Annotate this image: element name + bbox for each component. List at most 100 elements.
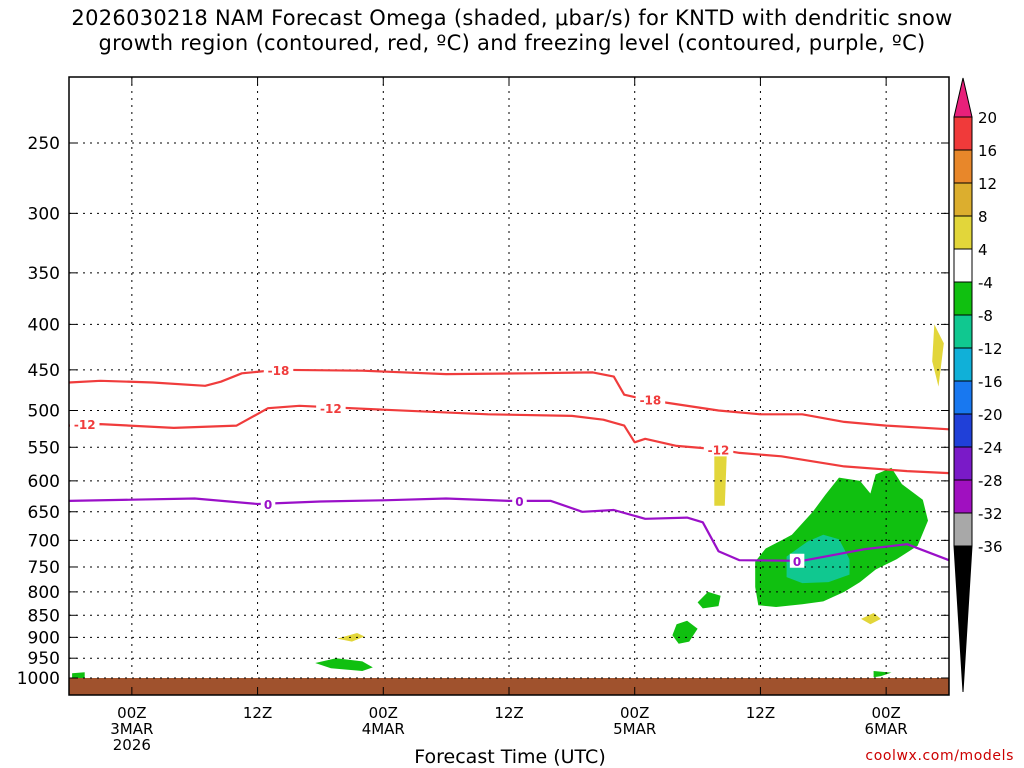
y-tick-label: 650 <box>28 503 60 523</box>
colorbar-swatch <box>953 281 973 316</box>
contour-label-bg <box>69 417 100 432</box>
y-tick-label: 600 <box>28 472 60 492</box>
y-tick-label: 250 <box>28 134 60 154</box>
site-credit: coolwx.com/models <box>865 748 1014 764</box>
chart-title: 2026030218 NAM Forecast Omega (shaded, μ… <box>0 6 1024 56</box>
colorbar-swatch <box>953 479 973 514</box>
colorbar-label: -8 <box>978 307 993 325</box>
omega-region <box>861 613 881 625</box>
contour-label: -12 <box>708 443 730 457</box>
omega-region <box>878 193 949 444</box>
colorbar-swatch <box>953 347 973 382</box>
colorbar-label: -12 <box>978 340 1003 358</box>
x-tick-label: 00Z <box>117 704 146 722</box>
x-tick-label: 00Z <box>620 704 649 722</box>
y-tick-label: 500 <box>28 402 60 422</box>
contour-label-bg <box>260 496 276 511</box>
colorbar-swatch <box>953 149 973 184</box>
x-tick-label: 2026 <box>113 736 151 754</box>
contour-label: -12 <box>74 418 96 432</box>
omega-region <box>666 107 694 395</box>
y-tick-label: 400 <box>28 315 60 335</box>
colorbar-label: -24 <box>978 439 1003 457</box>
contour-label-bg <box>789 553 805 568</box>
x-tick-label: 6MAR <box>865 720 908 738</box>
x-tick-label: 00Z <box>871 704 900 722</box>
contour-label-bg <box>635 392 666 407</box>
ground-bar <box>69 678 949 695</box>
contour-label: -18 <box>268 364 290 378</box>
omega-region <box>755 467 928 607</box>
y-tick-label: 800 <box>28 583 60 603</box>
y-tick-label: 950 <box>28 649 60 669</box>
y-tick-label: 1000 <box>17 669 60 689</box>
colorbar-label: -36 <box>978 538 1003 556</box>
colorbar-label: -4 <box>978 274 993 292</box>
colorbar-label: 4 <box>978 241 988 259</box>
colorbar-swatch <box>953 446 973 481</box>
contour-label: 0 <box>264 498 272 512</box>
omega-region <box>664 552 670 573</box>
contour-label-bg <box>263 362 294 377</box>
colorbar-label: -32 <box>978 505 1003 523</box>
colorbar-arrow-top <box>953 77 973 118</box>
x-axis-title: Forecast Time (UTC) <box>414 746 606 768</box>
y-tick-label: 900 <box>28 628 60 648</box>
colorbar-label: -20 <box>978 406 1003 424</box>
omega-region <box>672 620 698 644</box>
ground-layer <box>69 678 949 695</box>
contour-label-bg <box>316 401 346 416</box>
temperature-contour <box>68 368 950 431</box>
colorbar-swatch <box>953 314 973 349</box>
colorbar-arrow-bottom <box>953 545 973 693</box>
colorbar-swatch <box>953 380 973 415</box>
contour-label: 0 <box>515 495 523 509</box>
x-tick-label: 4MAR <box>362 720 405 738</box>
colorbar: 20 16 12 8 4 -4 -8 -12 -16 -20 -24 -28 -32 -36 <box>953 77 1003 693</box>
contour-layer: -18 -18 -12 -12 -12 0 0 0 <box>68 362 950 569</box>
omega-region <box>697 591 721 609</box>
colorbar-swatch <box>953 116 973 151</box>
x-tick-label: 12Z <box>243 704 272 722</box>
colorbar-label: 20 <box>978 109 997 127</box>
contour-label: -18 <box>640 394 662 408</box>
omega-region <box>786 604 913 657</box>
colorbar-swatch <box>953 182 973 217</box>
title-line-1: 2026030218 NAM Forecast Omega (shaded, μ… <box>71 6 953 30</box>
x-tick-label: 12Z <box>494 704 523 722</box>
x-tick-label: 00Z <box>369 704 398 722</box>
contour-label-bg <box>703 442 734 457</box>
y-tick-label: 350 <box>28 264 60 284</box>
y-tick-label: 450 <box>28 361 60 381</box>
colorbar-label: 8 <box>978 208 988 226</box>
contour-label: 0 <box>793 555 801 569</box>
contour-label-bg <box>512 493 527 508</box>
colorbar-swatch <box>953 512 973 547</box>
colorbar-label: 12 <box>978 175 997 193</box>
x-tick-label: 3MAR <box>110 720 153 738</box>
y-tick-label: 300 <box>28 204 60 224</box>
y-tick-label: 750 <box>28 558 60 578</box>
y-tick-label: 850 <box>28 606 60 626</box>
colorbar-label: 16 <box>978 142 997 160</box>
y-axis: 2503003504004505005506006507007508008509… <box>17 134 949 689</box>
omega-region <box>315 658 373 671</box>
omega-region <box>714 450 727 506</box>
y-tick-label: 550 <box>28 438 60 458</box>
omega-region <box>873 671 892 678</box>
colorbar-label: -28 <box>978 472 1003 490</box>
omega-region <box>72 672 85 678</box>
x-tick-label: 5MAR <box>613 720 656 738</box>
colorbar-swatch <box>953 215 973 250</box>
x-tick-label: 12Z <box>746 704 775 722</box>
colorbar-swatch <box>953 248 973 283</box>
colorbar-swatch <box>953 413 973 448</box>
title-line-2: growth region (contoured, red, ºC) and f… <box>98 31 926 55</box>
omega-region <box>932 324 944 387</box>
omega-shading-layer <box>72 107 949 678</box>
contour-label: -12 <box>320 402 342 416</box>
y-tick-label: 700 <box>28 531 60 551</box>
colorbar-label: -16 <box>978 373 1003 391</box>
